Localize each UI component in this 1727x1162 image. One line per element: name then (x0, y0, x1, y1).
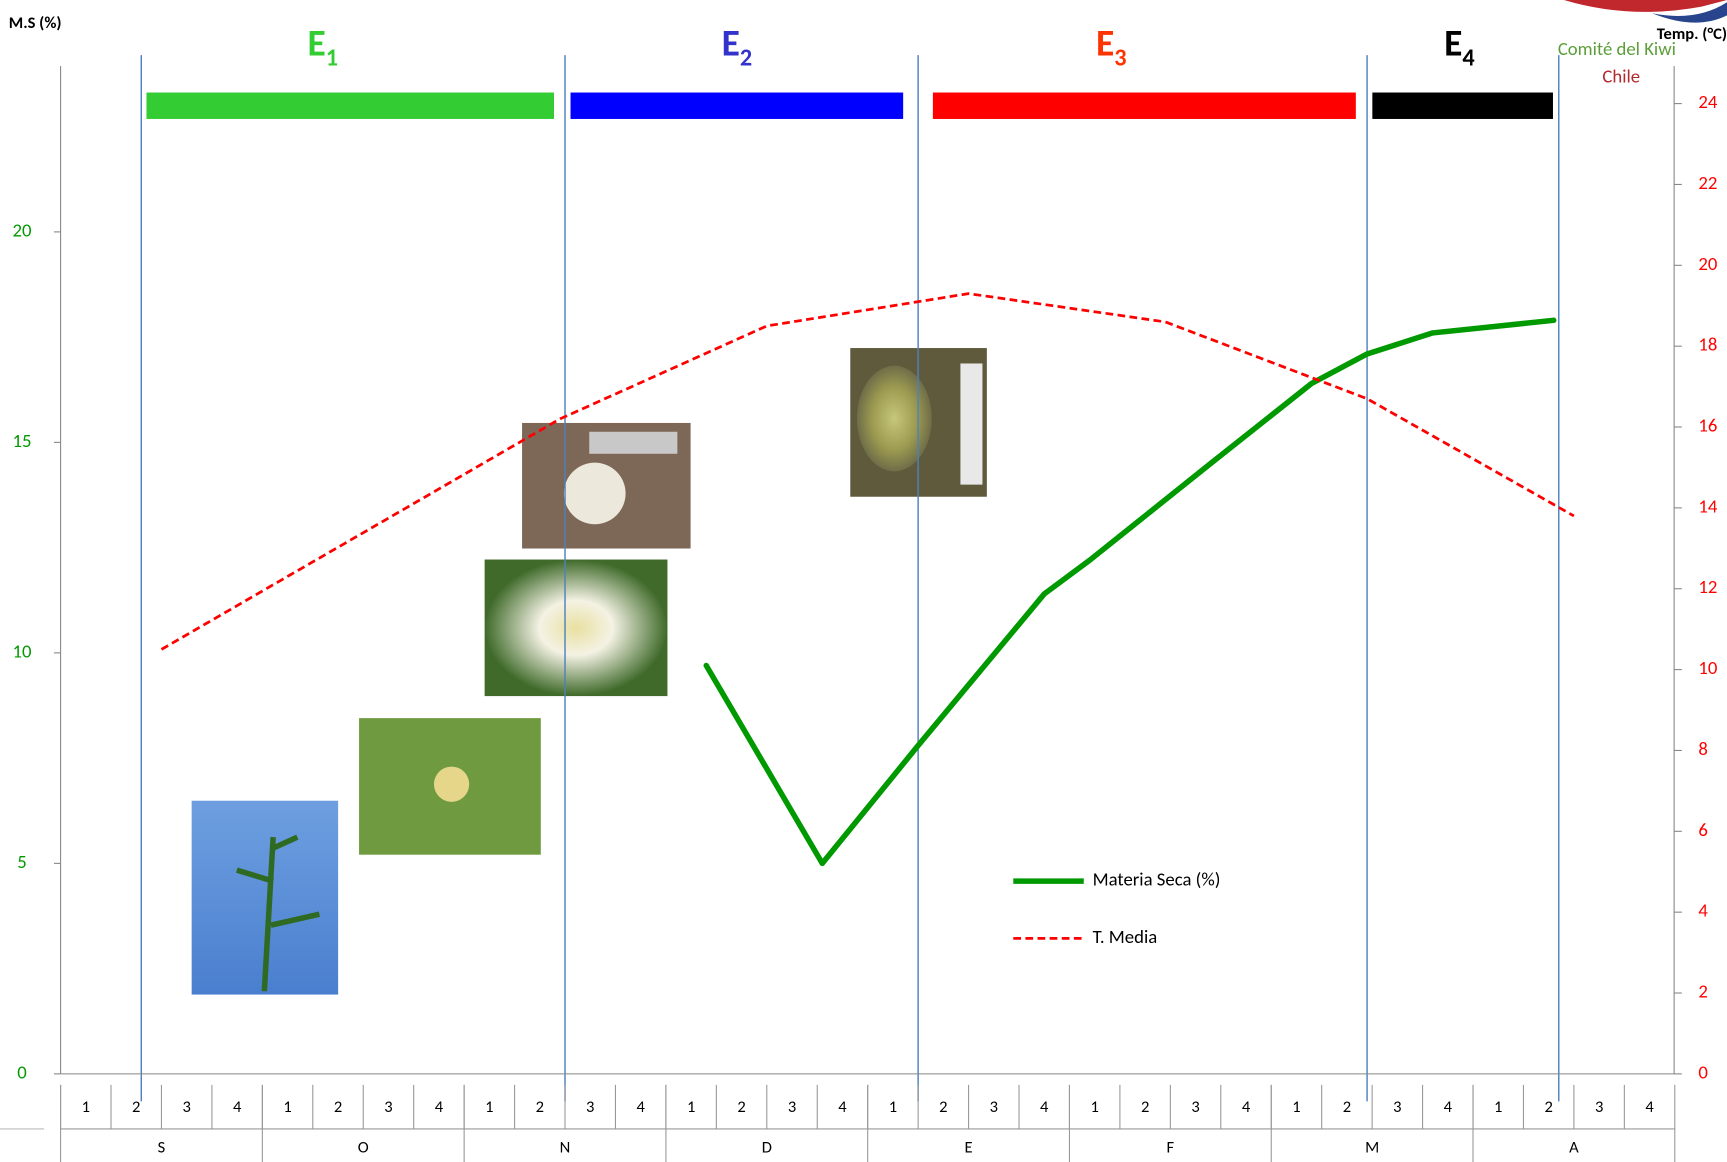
series-line (703, 317, 1557, 867)
month-label: O (358, 1138, 369, 1158)
stage-label: E1 (307, 20, 338, 72)
x-tick-label: 4 (1040, 1097, 1049, 1117)
x-tick-label: 3 (990, 1097, 998, 1117)
stage-letter: E (722, 20, 740, 66)
stage-sub: 3 (1114, 42, 1126, 72)
y-tick-label: 5 (17, 851, 26, 874)
y2-tick-label: 10 (1698, 657, 1717, 680)
x-tick-label: 4 (233, 1097, 242, 1117)
legend-label: T. Media (1093, 926, 1158, 949)
logo-text: Comité del Kiwi (1558, 38, 1676, 61)
x-tick-label: 2 (939, 1097, 947, 1117)
legend-label: Materia Seca (%) (1093, 869, 1221, 892)
logo-text: Chile (1602, 66, 1640, 89)
x-tick-label: 2 (334, 1097, 342, 1117)
y2-tick-label: 16 (1698, 414, 1717, 437)
x-tick-label: 4 (636, 1097, 645, 1117)
x-tick-label: 1 (1292, 1097, 1300, 1117)
stage-label: E3 (1096, 20, 1127, 72)
y-axis-title: M.S (%) (9, 13, 62, 33)
y-tick-label: 10 (13, 640, 32, 663)
stage-letter: E (1444, 20, 1462, 66)
x-tick-label: 3 (1595, 1097, 1603, 1117)
x-tick-label: 2 (1141, 1097, 1149, 1117)
y2-tick-label: 8 (1698, 738, 1708, 761)
x-tick-label: 2 (737, 1097, 745, 1117)
x-tick-label: 4 (1242, 1097, 1251, 1117)
x-tick-label: 1 (283, 1097, 291, 1117)
y2-tick-label: 2 (1698, 980, 1708, 1003)
stage-bar (1372, 92, 1553, 119)
stage-label: E4 (1444, 20, 1475, 72)
month-label: A (1569, 1138, 1579, 1158)
series-line (160, 292, 1575, 651)
x-tick-label: 3 (1393, 1097, 1401, 1117)
photo-detail (856, 365, 932, 472)
y2-tick-label: 0 (1698, 1061, 1708, 1084)
logo-swoosh (1652, 2, 1727, 23)
month-label: F (1167, 1138, 1175, 1158)
x-tick-label: 3 (586, 1097, 594, 1117)
photo (484, 559, 668, 697)
x-tick-label: 1 (687, 1097, 695, 1117)
x-tick-label: 1 (1494, 1097, 1502, 1117)
y2-tick-label: 14 (1698, 495, 1717, 518)
photo-detail (433, 766, 470, 802)
x-tick-label: 3 (183, 1097, 191, 1117)
x-tick-label: 4 (1444, 1097, 1453, 1117)
x-tick-label: 2 (536, 1097, 544, 1117)
month-label: E (965, 1138, 973, 1158)
x-tick-label: 4 (435, 1097, 444, 1117)
stage-bar (932, 92, 1356, 119)
y-tick-label: 15 (13, 430, 32, 453)
stage-letter: E (307, 20, 325, 66)
x-tick-label: 2 (1544, 1097, 1552, 1117)
y2-tick-label: 22 (1698, 172, 1717, 195)
photo-detail (563, 462, 626, 525)
photo-detail (589, 431, 678, 454)
y2-tick-label: 6 (1698, 819, 1708, 842)
x-tick-label: 4 (1645, 1097, 1654, 1117)
photo-detail (236, 834, 321, 992)
x-tick-label: 1 (82, 1097, 90, 1117)
y2-tick-label: 24 (1698, 91, 1717, 114)
stage-sub: 1 (326, 42, 338, 72)
stage-label: E2 (722, 20, 753, 72)
stage-bar (146, 92, 555, 119)
y2-tick-label: 20 (1698, 253, 1717, 276)
photo-detail (960, 363, 983, 485)
logo-swoosh (1563, 0, 1727, 12)
stage-bar (570, 92, 904, 119)
x-tick-label: 4 (838, 1097, 847, 1117)
x-tick-label: 2 (1343, 1097, 1351, 1117)
y2-tick-label: 18 (1698, 334, 1717, 357)
y2-axis-title: Temp. (°C) (1657, 24, 1727, 44)
stage-sub: 2 (740, 42, 752, 72)
month-label: S (158, 1138, 166, 1158)
month-label: M (1365, 1138, 1379, 1158)
y2-tick-label: 12 (1698, 576, 1717, 599)
x-tick-label: 1 (1090, 1097, 1098, 1117)
y2-tick-label: 4 (1698, 900, 1708, 923)
y-tick-label: 0 (17, 1061, 26, 1084)
x-tick-label: 1 (485, 1097, 493, 1117)
stage-letter: E (1096, 20, 1114, 66)
x-tick-label: 3 (384, 1097, 392, 1117)
x-tick-label: 3 (788, 1097, 796, 1117)
x-tick-label: 1 (889, 1097, 897, 1117)
x-tick-label: 2 (132, 1097, 140, 1117)
stage-sub: 4 (1462, 42, 1474, 72)
month-label: N (560, 1138, 571, 1158)
month-label: D (762, 1138, 772, 1158)
y-tick-label: 20 (13, 219, 32, 242)
x-tick-label: 3 (1191, 1097, 1199, 1117)
